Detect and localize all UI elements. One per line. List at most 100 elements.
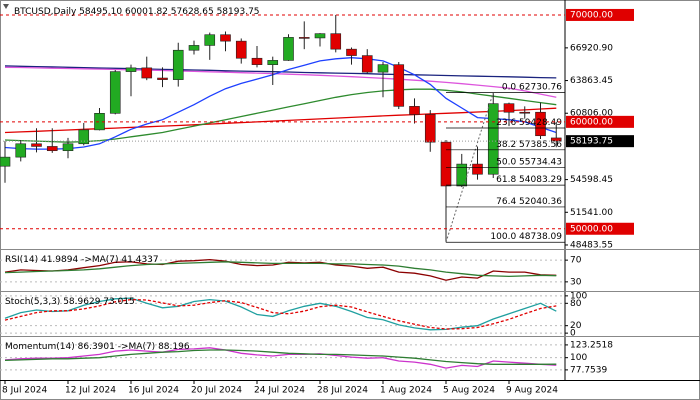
indicator-name: RSI(14) (5, 255, 38, 265)
fib-ratio: 61.8 (496, 175, 516, 185)
pane-title: Stoch(5,3,3) 58.9629 73.015 (5, 297, 135, 307)
candle-body (314, 33, 326, 39)
fib-label: 23.6 59428.49 (496, 117, 562, 127)
candle-body (204, 34, 216, 46)
fib-label: 38.2 57385.56 (496, 139, 562, 149)
candle-body (283, 37, 294, 61)
fib-label: 76.4 52040.36 (496, 196, 562, 206)
y-tick-label: 70 (570, 256, 582, 266)
x-tick-label: 20 Jul 2024 (191, 386, 242, 396)
fib-price: 48738.09 (519, 232, 562, 242)
candle-body (31, 143, 42, 147)
fib-price: 59428.49 (519, 117, 562, 127)
y-tick-label: 0 (570, 329, 576, 339)
chart-title: BTCUSD,Daily 58495.10 60001.82 57628.65 … (14, 7, 260, 17)
indicator-value: 58.9629 (63, 297, 100, 307)
candle-body (78, 129, 90, 145)
fib-label: 50.0 55734.43 (496, 157, 562, 167)
fib-ratio: 38.2 (496, 139, 516, 149)
candle-body (15, 143, 27, 158)
candle-body (172, 49, 184, 80)
x-tick-label: 28 Jul 2024 (317, 386, 368, 396)
candle-body (535, 111, 546, 137)
series-line (4, 57, 557, 150)
level-box (566, 8, 634, 21)
fib-label: 100.0 48738.09 (490, 232, 562, 242)
fib-price: 62730.76 (519, 82, 562, 92)
indicator-name: Momentum(14) (5, 342, 75, 352)
candle-body (361, 55, 373, 73)
fib-label: 61.8 54083.29 (496, 175, 562, 185)
candle-body (0, 156, 11, 167)
indicator-value: 41.9894 (41, 255, 78, 265)
fib-price: 57385.56 (519, 139, 562, 149)
series-line (4, 66, 557, 98)
candle-body (157, 77, 168, 80)
fib-label: 0.0 62730.76 (502, 82, 562, 92)
price-label: 58193.75 (570, 137, 613, 147)
candle-body (456, 163, 468, 187)
y-tick-label: 100 (570, 291, 587, 301)
fib-price: 55734.43 (519, 157, 562, 167)
candle-body (472, 163, 483, 175)
y-tick-label: 123.2518 (570, 340, 613, 350)
y-tick-label: 77.7539 (570, 365, 607, 375)
x-tick-label: 5 Aug 2024 (443, 386, 495, 396)
series-line (4, 349, 557, 365)
y-tick-label: 48483.55 (570, 240, 613, 250)
indicator-name: Stoch(5,3,3) (5, 297, 60, 307)
fib-price: 52040.36 (519, 196, 562, 206)
candle-body (330, 33, 342, 50)
candle-body (409, 106, 420, 115)
series-line (4, 261, 557, 278)
fib-ratio: 100.0 (490, 232, 516, 242)
candle-body (393, 64, 405, 107)
candle-body (346, 48, 357, 56)
indicator-value: 88.196 (158, 342, 190, 352)
candle-body (109, 71, 121, 114)
y-tick-label: 30 (570, 277, 582, 287)
level-box (566, 115, 634, 128)
candle-body (125, 67, 137, 72)
fib-ratio: 50.0 (496, 157, 516, 167)
candle-body (220, 34, 231, 42)
y-tick-label: 80 (570, 299, 582, 309)
candle-body (298, 37, 310, 39)
indicator-value: 41.4337 (121, 255, 158, 265)
candle-body (487, 103, 499, 175)
symbol: BTCUSD,Daily (14, 7, 77, 17)
x-tick-label: 8 Jul 2024 (2, 386, 47, 396)
pane-title: RSI(14) 41.9894 ->MA(7) 41.4337 (5, 255, 159, 265)
series-line (4, 298, 557, 330)
level-box (566, 222, 634, 235)
series-line (4, 347, 557, 369)
candle-body (251, 57, 263, 65)
fib-ratio: 23.6 (496, 117, 516, 127)
y-tick-label: 60806.00 (570, 109, 613, 119)
x-tick-label: 9 Aug 2024 (506, 386, 558, 396)
pane-title: Momentum(14) 86.3901 ->MA(7) 88.196 (5, 342, 190, 352)
y-tick-label: 51541.00 (570, 208, 613, 218)
level-label: 60000.00 (570, 117, 613, 127)
candle-body (519, 111, 531, 114)
candle-body (46, 146, 58, 152)
candle-body (141, 67, 153, 79)
candle-body (424, 114, 436, 143)
indicator-name: ->MA(7) (118, 342, 155, 352)
fib-ratio: 76.4 (496, 196, 516, 206)
indicator-value: 86.3901 (78, 342, 115, 352)
y-tick-label: 54598.45 (570, 175, 613, 185)
candle-body (235, 40, 247, 59)
candle-body (267, 60, 279, 65)
ohlc: 58495.10 60001.82 57628.65 58193.75 (79, 7, 259, 17)
candle-body (377, 64, 389, 73)
fib-ratio: 0.0 (502, 82, 517, 92)
level-label: 50000.00 (570, 224, 613, 234)
y-tick-label: 66920.90 (570, 43, 613, 53)
x-tick-label: 1 Aug 2024 (380, 386, 432, 396)
x-tick-label: 24 Jul 2024 (254, 386, 305, 396)
candle-body (503, 103, 515, 113)
indicator-value: 73.015 (103, 297, 135, 307)
symbol-icon (3, 4, 9, 9)
